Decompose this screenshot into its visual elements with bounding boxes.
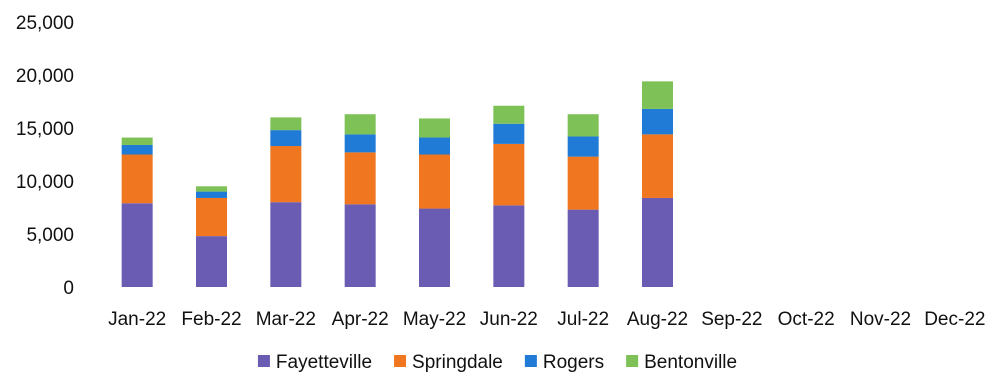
x-tick-label: Sep-22 (701, 309, 762, 330)
x-axis: Jan-22 Feb-22 Mar-22 Apr-22 May-22 Jun-22 Jul-… (108, 309, 985, 330)
x-tick-label: Aug-22 (627, 309, 688, 330)
legend-item-fayetteville: Fayetteville (257, 352, 372, 373)
bar-segment-springdale-jul-22 (567, 156, 599, 210)
y-axis: 0 5,000 10,000 15,000 20,000 25,000 (16, 13, 74, 299)
legend-item-springdale: Springdale (394, 352, 503, 373)
x-tick-label: Feb-22 (181, 309, 241, 330)
legend: Fayetteville Springdale Rogers Bentonville (257, 352, 737, 373)
y-tick-label: 25,000 (16, 13, 74, 34)
bar-segment-fayetteville-feb-22 (196, 236, 227, 287)
x-tick-label: Apr-22 (332, 309, 389, 330)
y-tick-label: 10,000 (16, 172, 74, 193)
y-tick-label: 15,000 (16, 119, 74, 140)
y-tick-label: 0 (63, 278, 74, 299)
bar-segment-bentonville-mar-22 (270, 117, 302, 131)
legend-swatch (394, 355, 407, 367)
x-tick-label: Mar-22 (256, 309, 316, 330)
bar-segment-springdale-jan-22 (121, 154, 153, 204)
bar-segment-fayetteville-jun-22 (493, 205, 525, 287)
legend-item-rogers: Rogers (524, 352, 604, 373)
bar-segment-springdale-jun-22 (493, 143, 525, 206)
bar-segment-springdale-mar-22 (270, 146, 302, 203)
legend-label: Rogers (543, 352, 604, 373)
x-tick-label: Oct-22 (778, 309, 835, 330)
bar-segment-fayetteville-aug-22 (642, 197, 673, 287)
bar-segment-springdale-apr-22 (344, 152, 376, 205)
bar-segment-rogers-aug-22 (642, 108, 673, 135)
bar-segment-rogers-jun-22 (493, 123, 525, 144)
bar-segment-fayetteville-jul-22 (567, 209, 599, 287)
x-tick-label: May-22 (403, 309, 466, 330)
x-tick-label: Nov-22 (850, 309, 911, 330)
legend-label: Bentonville (644, 352, 737, 373)
bar-segment-bentonville-may-22 (419, 118, 450, 138)
bar-segment-bentonville-feb-22 (196, 186, 227, 192)
legend-swatch (626, 355, 639, 367)
bar-segment-fayetteville-apr-22 (344, 204, 376, 287)
x-tick-label: Jun-22 (480, 309, 538, 330)
bar-segment-fayetteville-mar-22 (270, 202, 302, 287)
bar-segment-fayetteville-may-22 (419, 208, 450, 287)
bar-segment-rogers-apr-22 (344, 134, 376, 153)
bar-segment-bentonville-jan-22 (121, 137, 153, 145)
x-tick-label: Jan-22 (108, 309, 166, 330)
legend-item-bentonville: Bentonville (626, 352, 737, 373)
bar-segment-fayetteville-jan-22 (121, 203, 153, 287)
bar-segment-springdale-feb-22 (196, 197, 227, 237)
y-tick-label: 20,000 (16, 66, 74, 87)
bar-segment-springdale-may-22 (419, 154, 450, 209)
legend-label: Springdale (412, 352, 503, 373)
bar-segment-rogers-mar-22 (270, 130, 302, 147)
bar-segment-bentonville-jul-22 (567, 114, 599, 137)
x-tick-label: Dec-22 (924, 309, 985, 330)
y-tick-label: 5,000 (26, 225, 74, 246)
legend-swatch (257, 355, 270, 367)
bar-segment-bentonville-jun-22 (493, 105, 525, 124)
bar-segment-bentonville-aug-22 (642, 81, 673, 109)
bar-segment-rogers-jul-22 (567, 136, 599, 157)
bars (121, 81, 673, 287)
bar-segment-rogers-may-22 (419, 137, 450, 155)
bar-segment-rogers-jan-22 (121, 144, 153, 155)
bar-segment-rogers-feb-22 (196, 191, 227, 198)
legend-label: Fayetteville (276, 352, 372, 373)
bar-segment-bentonville-apr-22 (344, 114, 376, 135)
bar-segment-springdale-aug-22 (642, 134, 673, 198)
x-tick-label: Jul-22 (557, 309, 609, 330)
legend-swatch (524, 355, 537, 367)
